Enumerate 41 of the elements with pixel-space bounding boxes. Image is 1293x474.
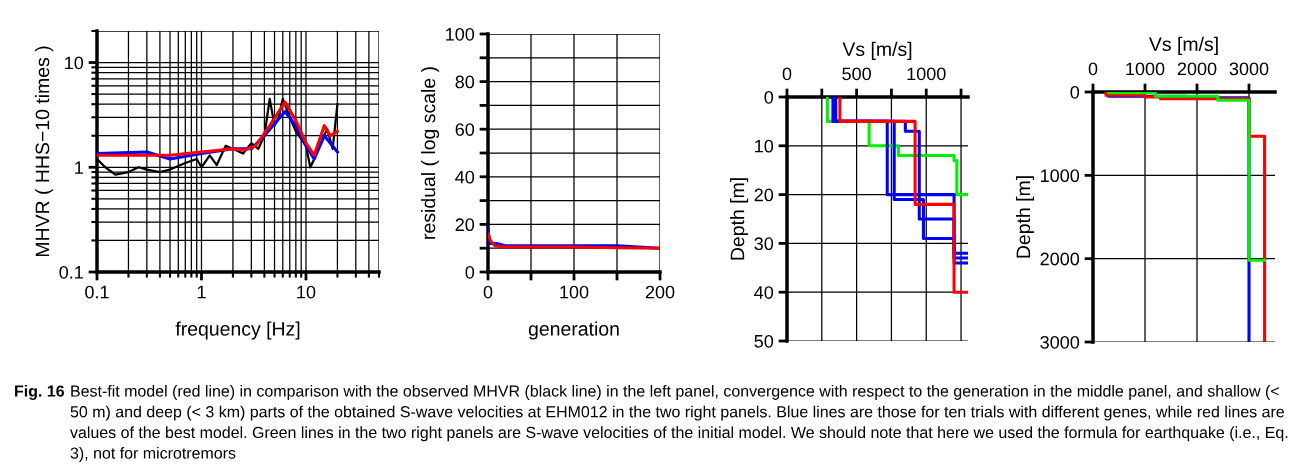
y-tick-label: 20 xyxy=(455,218,475,232)
x-axis-title: frequency [Hz] xyxy=(175,321,300,340)
y-tick-label: 30 xyxy=(754,237,774,251)
y-tick-label: 2000 xyxy=(1040,252,1080,266)
x-tick-label: 200 xyxy=(645,285,675,299)
x-tick-label: 0 xyxy=(782,67,792,81)
y-tick-label: 40 xyxy=(455,170,475,184)
y-tick-label: 100 xyxy=(446,27,475,41)
x-axis-title: Vs [m/s] xyxy=(842,41,912,60)
y-tick-label: 0 xyxy=(1070,85,1080,99)
x-tick-label: 0.1 xyxy=(85,285,109,299)
y-tick-label: 3000 xyxy=(1040,335,1080,349)
x-tick-label: 1000 xyxy=(1126,62,1165,76)
x-tick-label: 2000 xyxy=(1177,62,1217,76)
x-tick-label: 1 xyxy=(197,285,206,299)
y-tick-label: 80 xyxy=(455,75,475,89)
y-tick-label: 0.1 xyxy=(59,265,83,279)
x-tick-label: 10 xyxy=(297,285,316,299)
x-tick-label: 500 xyxy=(842,67,871,81)
y-tick-label: 1 xyxy=(75,161,83,174)
x-tick-label: 0 xyxy=(1088,62,1098,76)
y-axis-title: Depth [m] xyxy=(730,178,749,260)
y-tick-label: 10 xyxy=(755,139,774,153)
x-tick-label: 3000 xyxy=(1229,62,1269,76)
y-axis-title: Depth [m] xyxy=(1015,176,1035,258)
x-axis-title: Vs [m/s] xyxy=(1148,36,1218,55)
x-tick-label: 1000 xyxy=(907,67,946,81)
y-axis-title: MHVR ( HHS−10 times ) xyxy=(35,46,54,257)
caption: Fig. 16 xyxy=(15,385,65,400)
y-tick-label: 0 xyxy=(465,265,475,279)
y-tick-label: 50 xyxy=(754,334,774,348)
y-tick-label: 0 xyxy=(764,90,774,104)
x-tick-label: 100 xyxy=(560,285,589,299)
text: Best-fit model (red line) in comparison with the observed MHVR (black line) in the left panel, convergence with respect to the generation in the middle panel, and shallow (< 50 m) and deep (< 3 km) parts of the obtained S-wave velocities at EHM012 in the two right panels. Blue lines are those for ten trials with different genes, while red lines are values of the best model. Green lines in the two right panels are S-wave velocities of the initial model. We should note that here we used the formula for earthquake (i.e., Eq. 3), not for microtremors xyxy=(70,385,1288,462)
y-tick-label: 20 xyxy=(754,188,774,202)
y-tick-label: 40 xyxy=(754,286,774,299)
y-axis-title: residual ( log scale ) xyxy=(421,67,440,239)
y-tick-label: 60 xyxy=(455,123,475,136)
y-tick-label: 1000 xyxy=(1041,169,1080,183)
x-tick-label: 0 xyxy=(483,285,493,299)
x-axis-title: generation xyxy=(528,321,619,340)
